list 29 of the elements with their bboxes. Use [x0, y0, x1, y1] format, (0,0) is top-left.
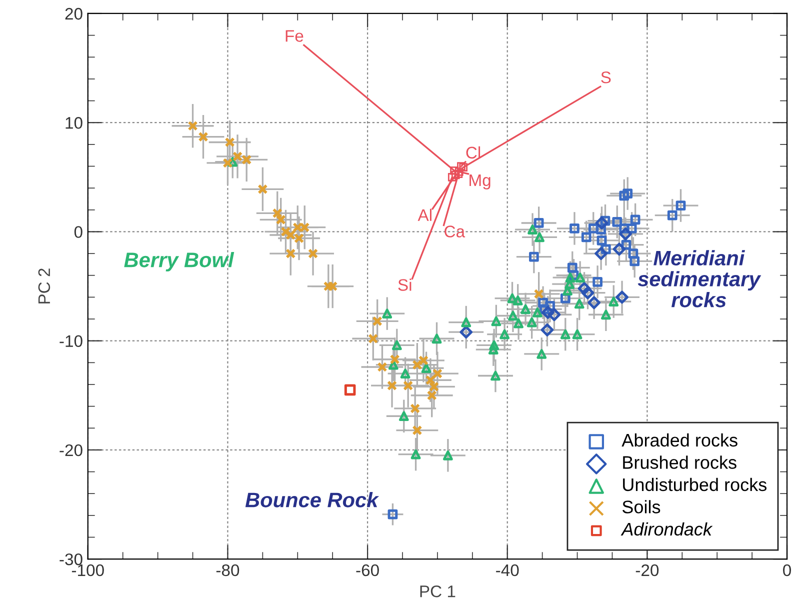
y-tick-label: 10	[66, 117, 82, 129]
y-tick-label: -20	[60, 444, 82, 456]
series-label: Ca	[444, 226, 466, 238]
y-tick-label: 0	[74, 226, 82, 238]
y-axis-title: PC 2	[38, 268, 50, 304]
legend-label: Abraded rocks	[622, 433, 738, 447]
x-tick-label: -80	[216, 564, 240, 576]
annotation: Bounce Rock	[245, 492, 380, 508]
series-label: Si	[398, 278, 412, 291]
series-label: Mg	[470, 174, 490, 190]
legend-label: Adirondack	[620, 522, 713, 536]
series-label: S	[601, 71, 611, 84]
series-label: Fe	[286, 30, 304, 42]
y-tick-label: -10	[60, 335, 82, 348]
y-tick-label: -30	[60, 553, 82, 566]
x-tick-label: 0	[783, 564, 791, 576]
legend-label: Soils	[622, 500, 660, 514]
y-tick-label: 20	[65, 8, 82, 20]
annotation: Meridiani sedimentary rocks	[638, 250, 762, 308]
x-tick-label: -20	[636, 564, 659, 576]
x-axis-title: PC 1	[420, 585, 456, 598]
x-tick-label: -60	[356, 564, 379, 576]
series-label: Al	[418, 208, 432, 221]
series-label: Cl	[466, 146, 480, 159]
x-tick-label: -40	[496, 564, 519, 576]
x-tick-label: -100	[72, 564, 104, 576]
legend-label: Brushed rocks	[623, 456, 736, 469]
annotation: Berry Bowl	[124, 252, 234, 272]
legend-label: Undisturbed rocks	[623, 478, 767, 492]
